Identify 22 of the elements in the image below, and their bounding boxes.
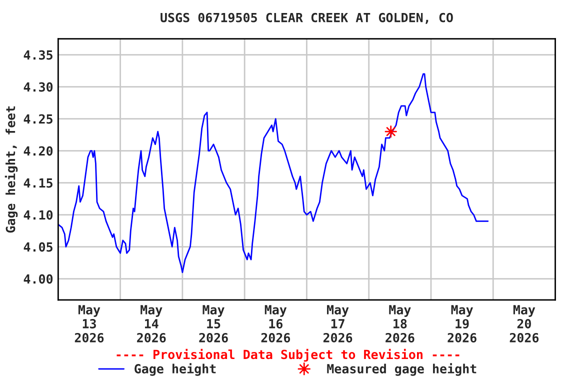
y-tick-label: 4.05 xyxy=(24,242,52,252)
y-tick-label: 4.00 xyxy=(24,274,53,284)
x-tick-label: May 20 2026 xyxy=(510,305,539,342)
x-tick-label: May 15 2026 xyxy=(199,305,228,342)
chart-title: USGS 06719505 CLEAR CREEK AT GOLDEN, CO xyxy=(160,12,453,24)
x-tick-label: May 14 2026 xyxy=(137,305,166,342)
line-series xyxy=(58,73,489,274)
legend-label: Gage height xyxy=(134,363,216,376)
x-tick-label: May 16 2026 xyxy=(261,305,290,342)
x-tick-label: May 18 2026 xyxy=(386,305,414,342)
x-tick-label: May 13 2026 xyxy=(74,305,104,342)
y-tick-label: 4.15 xyxy=(24,178,52,188)
y-tick-label: 4.10 xyxy=(24,210,53,220)
y-tick-label: 4.20 xyxy=(24,146,53,156)
y-axis-title: Gage height, feet xyxy=(4,106,18,233)
y-tick-label: 4.35 xyxy=(24,50,52,60)
y-tick-label: 4.25 xyxy=(24,114,52,124)
text: ---- Provisional Data Subject to Revision ---- xyxy=(116,348,460,362)
y-tick-label: 4.30 xyxy=(24,82,53,92)
legend-label: Measured gage height xyxy=(327,363,476,376)
x-tick-label: May 17 2026 xyxy=(323,305,352,342)
x-tick-label: May 19 2026 xyxy=(448,305,476,342)
